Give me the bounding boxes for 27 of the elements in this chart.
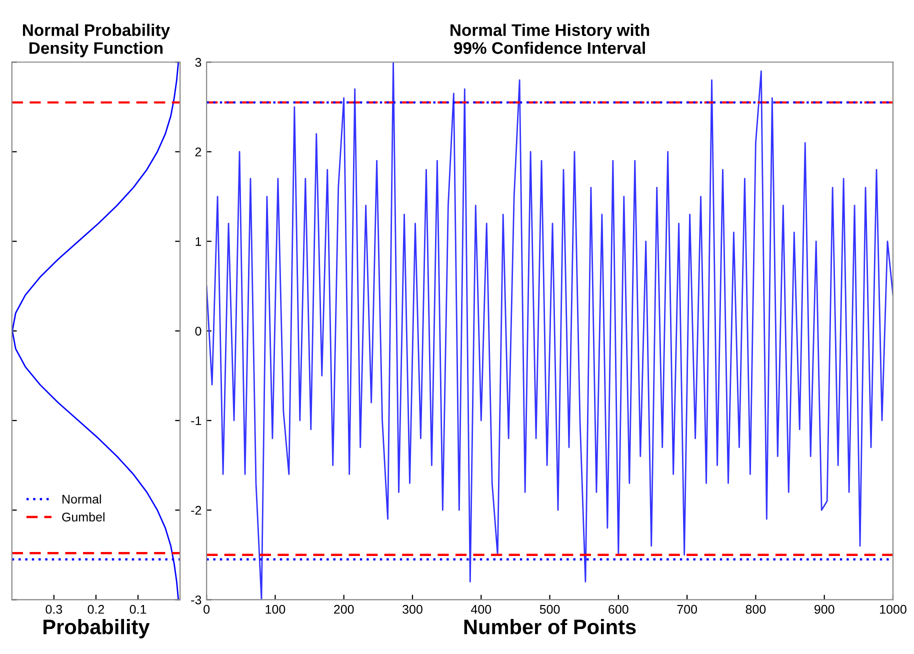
- y-tick-label: 0: [195, 326, 202, 336]
- y-tick-label: -3: [191, 596, 202, 604]
- x-tick-label: 300: [402, 604, 422, 614]
- y-tick-label: -2: [191, 506, 202, 515]
- x-tick-label: 0: [204, 604, 210, 614]
- x-tick-label: 500: [540, 604, 560, 614]
- x-tick-label: 400: [470, 604, 492, 614]
- x-tick-label: 200: [334, 604, 354, 614]
- y-tick-label: 1: [196, 237, 202, 246]
- chart-title: Normal Probability Density Function: [23, 24, 170, 58]
- chart-title: Normal Time History with 99% Confidence Interval: [450, 24, 650, 54]
- y-tick-label: 3: [195, 58, 202, 67]
- x-tick-label: 0.3: [46, 604, 62, 614]
- x-tick-label: 800: [746, 604, 766, 614]
- x-axis-title: Number of Points: [464, 619, 636, 634]
- x-tick-label: 0.1: [130, 604, 146, 614]
- x-tick-label: 0.2: [88, 604, 104, 614]
- y-tick-label: -1: [191, 416, 202, 426]
- x-tick-label: 900: [814, 604, 834, 614]
- x-tick-label: 600: [608, 604, 628, 614]
- legend-label: Normal: [62, 494, 101, 504]
- y-tick-label: 2: [195, 148, 202, 156]
- x-tick-label: 1000: [880, 604, 906, 614]
- x-tick-label: 100: [266, 604, 286, 614]
- legend-label: Gumbel: [62, 512, 104, 522]
- x-tick-label: 700: [677, 604, 697, 614]
- x-axis-title: Probability: [44, 619, 150, 638]
